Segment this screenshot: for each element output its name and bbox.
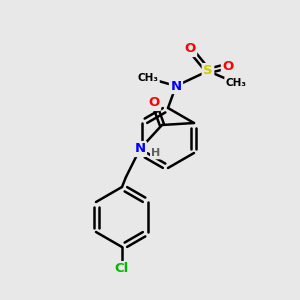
Text: N: N — [134, 142, 146, 155]
Text: CH₃: CH₃ — [226, 78, 247, 88]
Text: O: O — [222, 59, 234, 73]
Text: O: O — [184, 43, 196, 56]
Text: H: H — [152, 148, 160, 158]
Text: N: N — [170, 80, 182, 92]
Text: S: S — [203, 64, 213, 77]
Text: Cl: Cl — [115, 262, 129, 275]
Text: O: O — [148, 97, 160, 110]
Text: CH₃: CH₃ — [137, 73, 158, 83]
